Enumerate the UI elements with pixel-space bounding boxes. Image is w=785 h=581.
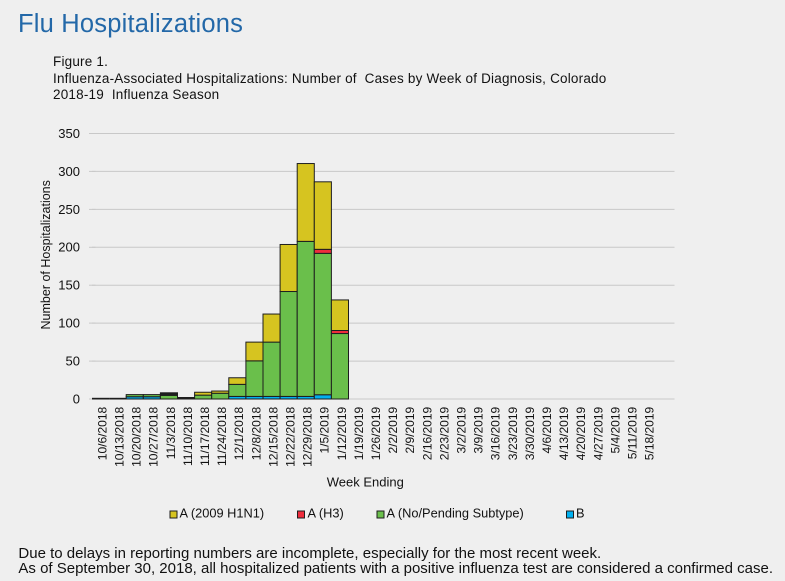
svg-text:10/6/2018: 10/6/2018: [95, 406, 109, 460]
svg-text:B: B: [576, 506, 585, 521]
svg-text:300: 300: [58, 164, 80, 179]
svg-text:11/3/2018: 11/3/2018: [164, 406, 178, 459]
svg-text:4/20/2019: 4/20/2019: [574, 406, 588, 460]
svg-text:12/8/2018: 12/8/2018: [249, 406, 263, 460]
svg-text:1/5/2019: 1/5/2019: [318, 406, 332, 453]
svg-text:A (H3): A (H3): [308, 506, 344, 521]
svg-text:4/6/2019: 4/6/2019: [540, 406, 554, 453]
svg-text:A (2009 H1N1): A (2009 H1N1): [180, 506, 265, 521]
svg-text:100: 100: [58, 316, 80, 331]
svg-text:1/26/2019: 1/26/2019: [369, 406, 383, 460]
svg-text:11/24/2018: 11/24/2018: [215, 406, 229, 465]
svg-text:11/17/2018: 11/17/2018: [198, 406, 212, 465]
svg-text:3/2/2019: 3/2/2019: [454, 406, 468, 453]
svg-text:12/29/2018: 12/29/2018: [301, 406, 315, 466]
svg-text:Number of Hospitalizations: Number of Hospitalizations: [39, 180, 53, 329]
svg-text:0: 0: [73, 391, 80, 406]
svg-text:2/16/2019: 2/16/2019: [420, 406, 434, 460]
svg-text:2/2/2019: 2/2/2019: [386, 406, 400, 453]
svg-text:200: 200: [58, 240, 80, 255]
svg-text:4/13/2019: 4/13/2019: [557, 406, 571, 460]
svg-text:11/10/2018: 11/10/2018: [181, 406, 195, 465]
svg-text:2/23/2019: 2/23/2019: [437, 406, 451, 460]
svg-text:10/13/2018: 10/13/2018: [112, 406, 126, 466]
svg-text:1/12/2019: 1/12/2019: [335, 406, 349, 460]
svg-text:4/27/2019: 4/27/2019: [591, 406, 605, 460]
svg-text:12/15/2018: 12/15/2018: [266, 406, 280, 466]
svg-text:5/18/2019: 5/18/2019: [643, 406, 657, 460]
svg-text:3/30/2019: 3/30/2019: [523, 406, 537, 460]
svg-text:2/9/2019: 2/9/2019: [403, 406, 417, 453]
svg-text:1/19/2019: 1/19/2019: [352, 406, 366, 460]
svg-text:A (No/Pending Subtype): A (No/Pending Subtype): [387, 506, 524, 521]
svg-text:10/20/2018: 10/20/2018: [130, 406, 144, 466]
svg-text:3/9/2019: 3/9/2019: [472, 406, 486, 453]
svg-text:12/1/2018: 12/1/2018: [232, 406, 246, 460]
svg-text:5/11/2019: 5/11/2019: [625, 406, 639, 459]
svg-text:3/23/2019: 3/23/2019: [506, 406, 520, 460]
svg-text:5/4/2019: 5/4/2019: [608, 406, 622, 453]
svg-text:3/16/2019: 3/16/2019: [489, 406, 503, 460]
svg-text:150: 150: [58, 278, 80, 293]
svg-text:12/22/2018: 12/22/2018: [283, 406, 297, 466]
svg-text:Week Ending: Week Ending: [327, 474, 404, 489]
svg-text:50: 50: [66, 354, 80, 369]
svg-text:10/27/2018: 10/27/2018: [147, 406, 161, 466]
svg-text:350: 350: [58, 126, 80, 141]
svg-text:250: 250: [58, 202, 80, 217]
